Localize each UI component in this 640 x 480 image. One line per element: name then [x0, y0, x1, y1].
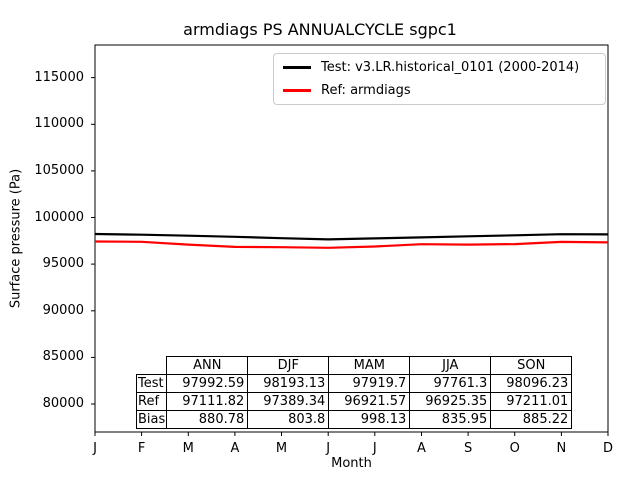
y-tick-label: 85000 — [42, 349, 84, 365]
stats-row: Test 97992.59 98193.13 97919.7 97761.3 98096.… — [135, 374, 573, 393]
y-tick-label: 110000 — [34, 116, 84, 132]
y-tick-label: 95000 — [42, 256, 84, 272]
stats-row-label: Bias — [135, 410, 168, 429]
legend-item-ref: Ref: armdiags — [274, 83, 605, 98]
stats-cell: 98193.13 — [247, 374, 330, 393]
stats-cell: 803.8 — [247, 410, 330, 429]
stats-col-header: JJA — [409, 356, 492, 375]
stats-cell: 96925.35 — [409, 392, 492, 411]
stats-col-header: DJF — [247, 356, 330, 375]
stats-col-header: MAM — [328, 356, 411, 375]
legend: Test: v3.LR.historical_0101 (2000-2014) … — [273, 53, 606, 105]
x-tick-label: A — [417, 441, 426, 456]
test-line-swatch — [283, 66, 311, 69]
stats-cell: 97111.82 — [166, 392, 249, 411]
x-tick-label: D — [602, 441, 613, 456]
stats-cell: 97919.7 — [328, 374, 411, 393]
stats-cell: 885.22 — [490, 410, 573, 429]
x-tick-label: O — [509, 441, 520, 456]
stats-cell: 97761.3 — [409, 374, 492, 393]
stats-cell: 835.95 — [409, 410, 492, 429]
axes-border — [94, 44, 609, 433]
y-tick-label: 90000 — [42, 302, 84, 318]
legend-item-test: Test: v3.LR.historical_0101 (2000-2014) — [274, 60, 605, 75]
x-axis-label: Month — [331, 456, 372, 471]
ref-line-swatch — [283, 89, 311, 92]
stats-col-header: ANN — [166, 356, 249, 375]
stats-cell: 880.78 — [166, 410, 249, 429]
x-tick-label: S — [463, 441, 473, 456]
stats-table: ANN DJF MAM JJA SON Test 97992.59 98193.13 97919… — [135, 356, 573, 429]
stats-cell: 998.13 — [328, 410, 411, 429]
series-line-ref — [94, 240, 609, 249]
legend-label-ref: Ref: armdiags — [321, 83, 411, 98]
stats-row: Ref 97111.82 97389.34 96921.57 96925.35 97211… — [135, 392, 573, 411]
chart-title: armdiags PS ANNUALCYCLE sgpc1 — [183, 20, 457, 39]
x-tick-label: M — [182, 441, 194, 456]
stats-row-label: Ref — [135, 392, 168, 411]
x-tick-label: M — [275, 441, 288, 456]
y-axis-label: Surface pressure (Pa) — [8, 168, 24, 309]
stats-row-label: Test — [135, 374, 168, 393]
x-tick-label: J — [93, 441, 97, 456]
stats-col-header: SON — [490, 356, 573, 375]
x-tick-label: J — [326, 441, 331, 456]
y-tick-label: 105000 — [34, 162, 84, 178]
legend-label-test: Test: v3.LR.historical_0101 (2000-2014) — [321, 60, 580, 75]
stats-cell: 96921.57 — [328, 392, 411, 411]
y-tick-label: 80000 — [42, 396, 84, 412]
series-line-test — [94, 232, 609, 241]
stats-header-row: ANN DJF MAM JJA SON — [137, 356, 573, 375]
x-tick-label: F — [137, 441, 146, 456]
x-tick-label: N — [556, 441, 567, 456]
stats-cell: 97389.34 — [247, 392, 330, 411]
stats-cell: 97211.01 — [490, 392, 573, 411]
x-tick-label: J — [372, 441, 377, 456]
stats-row: Bias 880.78 803.8 998.13 835.95 885.22 — [135, 410, 573, 429]
stats-cell: 98096.23 — [490, 374, 573, 393]
y-tick-label: 100000 — [34, 209, 84, 225]
y-tick-label: 115000 — [34, 69, 84, 85]
stats-cell: 97992.59 — [166, 374, 249, 393]
x-tick-label: A — [230, 441, 240, 456]
stats-corner-cell — [137, 357, 167, 375]
stats-table-container: ANN DJF MAM JJA SON Test 97992.59 98193.13 97919… — [135, 356, 573, 429]
